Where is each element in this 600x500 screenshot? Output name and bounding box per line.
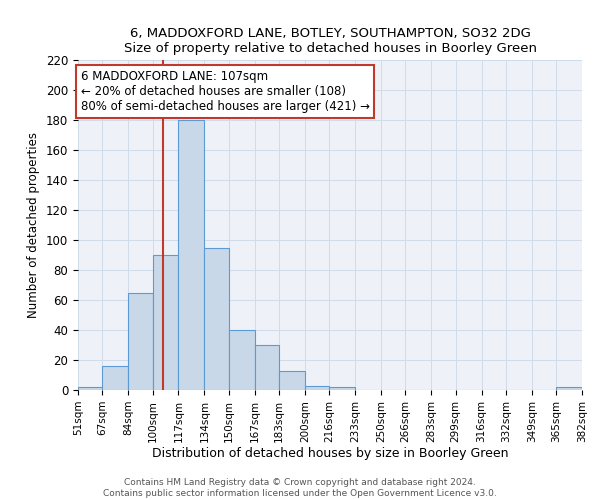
- Bar: [78, 387, 103, 390]
- Bar: [254, 345, 279, 390]
- Text: 6 MADDOXFORD LANE: 107sqm
← 20% of detached houses are smaller (108)
80% of semi: 6 MADDOXFORD LANE: 107sqm ← 20% of detac…: [80, 70, 370, 113]
- Bar: [556, 387, 582, 390]
- Y-axis label: Number of detached properties: Number of detached properties: [28, 132, 40, 318]
- Bar: [103, 366, 128, 390]
- Bar: [305, 386, 329, 390]
- Bar: [178, 120, 205, 390]
- Bar: [329, 387, 355, 390]
- Text: Contains HM Land Registry data © Crown copyright and database right 2024.
Contai: Contains HM Land Registry data © Crown c…: [103, 478, 497, 498]
- Title: 6, MADDOXFORD LANE, BOTLEY, SOUTHAMPTON, SO32 2DG
Size of property relative to d: 6, MADDOXFORD LANE, BOTLEY, SOUTHAMPTON,…: [124, 26, 536, 54]
- Bar: [152, 255, 178, 390]
- Bar: [128, 292, 152, 390]
- Bar: [279, 370, 305, 390]
- X-axis label: Distribution of detached houses by size in Boorley Green: Distribution of detached houses by size …: [152, 448, 508, 460]
- Bar: [205, 248, 229, 390]
- Bar: [229, 330, 254, 390]
